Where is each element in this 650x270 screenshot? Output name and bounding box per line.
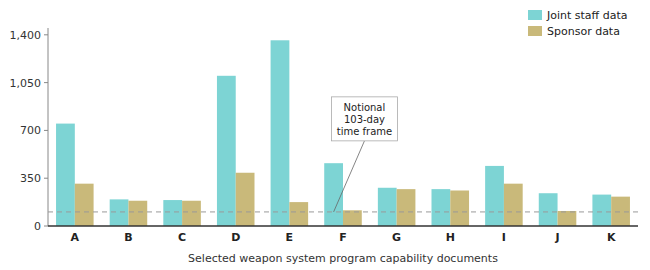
y-tick-label: 1,400 (10, 29, 42, 42)
y-tick-label: 700 (20, 124, 41, 137)
annotation-line: time frame (337, 126, 392, 137)
legend-swatch (528, 10, 542, 20)
legend-swatch (528, 26, 542, 36)
bar (504, 184, 523, 226)
x-tick-label: B (124, 231, 132, 244)
x-tick-label: K (607, 231, 616, 244)
y-tick-label: 350 (20, 172, 41, 185)
bar (236, 173, 255, 226)
bar (271, 40, 290, 226)
annotation-text: Notional103-daytime frame (337, 102, 392, 137)
x-tick-label: H (446, 231, 455, 244)
bar (182, 201, 201, 226)
x-tick-label: A (71, 231, 80, 244)
bar (558, 211, 577, 226)
annotation-box (331, 97, 397, 141)
x-tick-label: E (286, 231, 294, 244)
bar (289, 202, 308, 226)
x-tick-label: C (178, 231, 186, 244)
y-tick (44, 34, 48, 35)
legend-label: Sponsor data (547, 25, 620, 38)
x-tick-label: F (339, 231, 347, 244)
bar (432, 189, 451, 226)
bar (539, 193, 558, 226)
y-tick (44, 82, 48, 83)
legend-label: Joint staff data (546, 9, 627, 22)
x-tick-label: I (502, 231, 506, 244)
y-tick (44, 178, 48, 179)
bar (110, 199, 129, 226)
bar (343, 210, 362, 226)
bar (485, 166, 504, 226)
bar (128, 201, 147, 226)
x-axis-label: Selected weapon system program capabilit… (188, 252, 498, 265)
annotation-line: Notional (344, 102, 386, 113)
bars (48, 40, 638, 226)
bar (397, 189, 416, 226)
y-tick-label: 0 (34, 220, 41, 233)
y-tick-label: 1,050 (10, 77, 42, 90)
bar (163, 200, 182, 226)
bar (592, 195, 611, 226)
annotation-connector (334, 141, 365, 212)
x-tick-label: G (392, 231, 401, 244)
chart: 0 350 700 1,050 1,400 A B C D E F G H I J K Selected wea… (0, 0, 650, 270)
bar (378, 188, 397, 226)
bar (324, 163, 343, 226)
bar (611, 197, 630, 226)
background (0, 0, 650, 270)
x-tick-label: D (231, 231, 240, 244)
x-axis-line (48, 225, 638, 227)
bar (56, 124, 75, 226)
bar (217, 76, 236, 226)
y-axis-line (48, 28, 49, 226)
bar (75, 184, 94, 226)
bar (450, 190, 469, 226)
reference-line (48, 211, 638, 212)
annotation-line: 103-day (344, 114, 385, 125)
y-tick (44, 226, 48, 227)
y-tick (44, 130, 48, 131)
x-tick-label: J (554, 231, 559, 244)
